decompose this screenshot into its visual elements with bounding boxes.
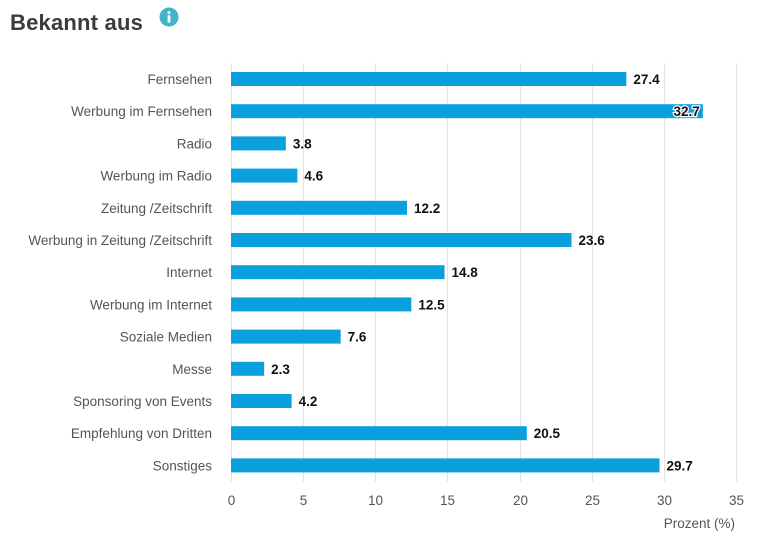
- data-label: 4.6: [304, 169, 323, 184]
- category-label: Radio: [177, 136, 212, 151]
- data-label: 20.5: [534, 426, 561, 441]
- bar-5: [231, 200, 408, 215]
- bar-4: [231, 168, 298, 183]
- data-label: 3.8: [293, 136, 312, 151]
- bar-12: [231, 426, 527, 441]
- category-label: Werbung im Fernsehen: [71, 104, 212, 119]
- data-label: 12.5: [418, 297, 445, 312]
- x-tick-label-25: 25: [585, 493, 600, 508]
- x-axis-title: Prozent (%): [664, 516, 735, 531]
- data-label: 2.3: [271, 362, 290, 377]
- data-label: 4.2: [299, 394, 318, 409]
- bar-6: [231, 233, 572, 247]
- category-label: Messe: [172, 362, 212, 377]
- bar-1: [231, 72, 627, 86]
- bar-2: [231, 104, 703, 119]
- category-label: Sonstiges: [153, 458, 213, 473]
- data-label: 27.4: [633, 72, 660, 87]
- data-label: 29.7: [667, 458, 693, 473]
- category-label: Soziale Medien: [120, 330, 212, 345]
- bar-9: [231, 329, 341, 344]
- data-label: 7.6: [348, 330, 367, 345]
- x-tick-label-10: 10: [368, 493, 383, 508]
- category-label: Werbung im Internet: [90, 297, 212, 312]
- category-label: Werbung in Zeitung /Zeitschrift: [28, 233, 212, 248]
- x-tick-label-35: 35: [729, 493, 744, 508]
- bar-7: [231, 265, 445, 280]
- bar-11: [231, 394, 292, 408]
- bar-3: [231, 136, 286, 151]
- bar-10: [231, 361, 265, 376]
- data-label: 14.8: [452, 265, 479, 280]
- data-label: 12.2: [414, 201, 440, 216]
- x-tick-label-0: 0: [228, 493, 236, 508]
- bar-13: [231, 458, 660, 473]
- category-label: Fernsehen: [147, 72, 212, 87]
- x-tick-label-15: 15: [440, 493, 455, 508]
- bar-8: [231, 297, 412, 312]
- page-title: Bekannt aus: [10, 10, 144, 35]
- data-label: 23.6: [579, 233, 606, 248]
- x-tick-label-30: 30: [657, 493, 672, 508]
- page-title-row: Bekannt aus: [10, 6, 143, 40]
- x-tick-label-20: 20: [513, 493, 528, 508]
- info-icon[interactable]: [159, 7, 179, 27]
- category-label: Empfehlung von Dritten: [71, 426, 212, 441]
- category-label: Werbung im Radio: [100, 169, 212, 184]
- category-label: Zeitung /Zeitschrift: [101, 201, 212, 216]
- category-label: Sponsoring von Events: [73, 394, 212, 409]
- data-label: 32.7: [674, 104, 700, 119]
- x-tick-label-5: 5: [300, 493, 308, 508]
- category-label: Internet: [166, 265, 212, 280]
